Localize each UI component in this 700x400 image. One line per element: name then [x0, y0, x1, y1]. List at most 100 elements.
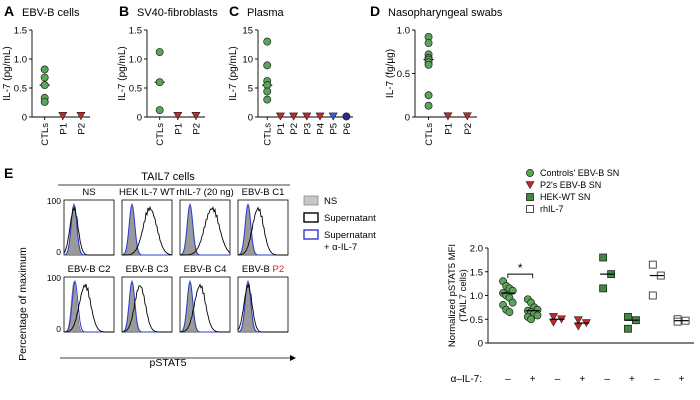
scatter-e-data-point [505, 308, 514, 317]
panel-2-data-point [275, 112, 285, 121]
panel-a-title: EBV-B cells [22, 7, 80, 19]
panel-2-data-point [315, 112, 325, 121]
scatter-e-ytick-label: 1.0 [470, 291, 483, 302]
panel-d-plot: 0 0.5 1.0 IL-7 (fg/µg) CTLs P1 P2 [385, 26, 477, 146]
panel-0-ytick-label: 1.5 [14, 26, 27, 37]
legend-supernatant-label: Supernatant [324, 213, 376, 224]
histogram-black-curve-7 [237, 283, 288, 333]
panel-2-y-label: IL-7 (pg/mL) [228, 46, 239, 100]
panel-2-xtick-label: P4 [316, 123, 327, 135]
histogram-legend: NS Supernatant Supernatant + α-IL-7 [303, 195, 376, 253]
panel-2-xtick-label: P5 [329, 123, 340, 135]
panel-e-scatter: 0 0.5 1.0 1.5 2.0 Normalized pSTAT5 MFI (TAIL7… [447, 168, 694, 385]
panel-2-ytick-label: 0 [248, 113, 253, 124]
histogram-x-label: pSTAT5 [150, 357, 187, 369]
histogram-y-label: Percentage of maximum [17, 247, 29, 361]
panel-3-xtick-label: P2 [463, 123, 474, 135]
scatter-e-data-point [508, 298, 517, 307]
histogram-ytick-label: 0 [56, 324, 61, 334]
scatter-e-data-point [548, 313, 559, 321]
histogram-black-curve-0 [63, 206, 114, 256]
scatter-e-data-point [527, 315, 536, 324]
panel-0-data-point [76, 112, 86, 120]
panel-letter-b: B [119, 3, 129, 19]
scatter-e-data-point [573, 322, 583, 331]
scatter-e-legend-marker [526, 205, 534, 213]
scatter-e-data-point [648, 260, 657, 269]
panel-3-data-point [424, 91, 433, 100]
panel-2-data-point [328, 112, 338, 121]
panel-3-data-point [424, 101, 433, 110]
scatter-e-legend-label: Controls' EBV-B SN [540, 168, 619, 178]
panel-0-xtick-label: P1 [58, 123, 69, 135]
histogram-ytick-label: 100 [47, 196, 61, 206]
scatter-e-condition-label: – [505, 374, 511, 385]
panel-3-ytick-label: 0 [405, 113, 410, 124]
scatter-e-ytick-label: 1.5 [470, 267, 483, 278]
scatter-e-legend-marker [526, 169, 534, 177]
scatter-e-data-point [624, 312, 632, 321]
panel-2-xtick-label: P2 [289, 123, 300, 135]
panel-2-data-point [263, 37, 272, 46]
histogram-x-arrow-icon [290, 355, 296, 361]
panel-2-data-point [302, 112, 312, 121]
panel-letter-d: D [370, 3, 380, 19]
scatter-e-data-point [548, 318, 559, 327]
legend-anti-il7-label: Supernatant [324, 230, 376, 241]
histogram-label-0: NS [82, 187, 95, 198]
scatter-e-legend-marker [525, 181, 535, 190]
panel-2-xtick-label: CTLs [263, 123, 274, 146]
legend-ns-swatch [303, 195, 319, 206]
scatter-e-condition-label: + [530, 374, 536, 385]
histogram-black-curve-4 [64, 283, 114, 333]
scatter-e-data-point [673, 317, 682, 326]
panel-1-data-point [155, 78, 164, 87]
panel-0-xtick-label: CTLs [40, 123, 51, 146]
panel-b-plot: 0 0.5 1.0 1.5IL-7 (pg/mL) CTLs P1 P2 [117, 26, 205, 146]
histogram-black-curve-3 [238, 206, 288, 256]
scatter-e-y-label: Normalized pSTAT5 MFI [447, 244, 458, 347]
panel-0-data-point [40, 81, 49, 90]
panel-2-ytick-label: 15 [242, 26, 253, 37]
scatter-e-data-point [624, 324, 632, 333]
scatter-e-ytick-label: 0 [478, 339, 483, 350]
panel-3-xtick-label: P1 [443, 123, 454, 135]
scatter-e-data-point [599, 253, 608, 262]
scatter-e-condition-label: + [579, 374, 585, 385]
histogram-ytick-label: 0 [56, 247, 61, 257]
panel-3-data-point [424, 39, 433, 48]
panel-1-xtick-label: P2 [191, 123, 202, 135]
scatter-e-y-label-2: (TAIL7 cells) [458, 269, 469, 322]
panel-1-data-point [155, 48, 164, 56]
panel-1-data-point [173, 112, 183, 120]
panel-3-y-label: IL-7 (fg/µg) [385, 49, 396, 98]
panel-2-xtick-label: P1 [276, 123, 287, 135]
tail7-title: TAIL7 cells [141, 171, 195, 183]
histogram-blue-curve-1 [121, 202, 172, 256]
panel-1-xtick-label: CTLs [155, 123, 166, 146]
panel-2-ytick-label: 10 [242, 55, 253, 66]
scatter-e-data-point [599, 284, 608, 293]
histogram-black-curve-1 [122, 205, 173, 256]
histogram-label-3: EBV-B C1 [242, 187, 285, 198]
panel-1-data-point [155, 106, 164, 114]
panel-letter-e: E [4, 165, 13, 181]
histogram-label-1: HEK IL-7 WT [119, 187, 175, 198]
scatter-e-legend-label: P2's EBV-B SN [540, 180, 601, 190]
panel-1-ytick-label: 1.0 [129, 55, 142, 66]
panel-0-y-label: IL-7 (pg/mL) [2, 46, 13, 100]
histogram-label-6: EBV-B C4 [184, 264, 227, 275]
panel-1-ytick-label: 1.5 [129, 26, 142, 37]
panel-2-ytick-label: 5 [248, 84, 253, 95]
panel-0-data-point [40, 97, 49, 106]
panel-letter-c: C [229, 3, 239, 19]
legend-anti-il7-swatch [303, 229, 319, 240]
panel-3-data-point [462, 112, 472, 121]
scatter-e-condition-label: – [604, 374, 610, 385]
panel-0-xtick-label: P2 [76, 123, 87, 135]
panel-2-xtick-label: P3 [302, 123, 313, 135]
panel-0-ytick-label: 1.0 [14, 55, 27, 66]
legend-supernatant-swatch [303, 212, 319, 223]
